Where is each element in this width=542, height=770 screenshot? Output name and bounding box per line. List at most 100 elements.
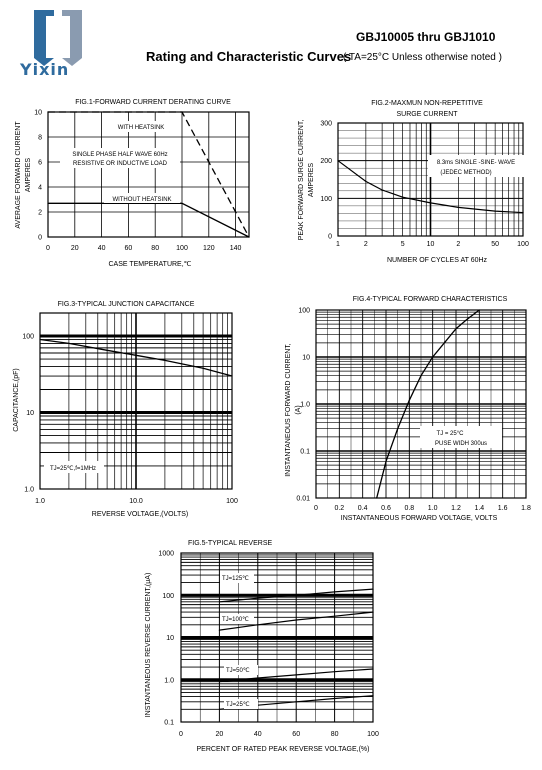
fig5-series-label-bg	[224, 699, 258, 709]
fig4-xtick-label: 1.6	[498, 505, 508, 512]
fig2-xtick-label: 2	[456, 241, 460, 248]
fig4-ylabel: INSTANTANEOUS FORWARD CURRENT,	[285, 343, 292, 477]
fig5-plot-frame	[180, 552, 374, 723]
fig3-ylabel: CAPACITANCE,(pF)	[13, 368, 20, 432]
fig4-xtick-label: 1.0	[428, 505, 438, 512]
fig5-ylabel: INSTANTANEOUS REVERSE CURRENT,(μA)	[145, 573, 152, 718]
fig2-series-0-point	[457, 206, 459, 208]
fig1-ylabel: AVERAGE FORWARD CURRENT	[15, 121, 22, 229]
fig5-ytick-label: 0.1	[164, 720, 174, 727]
fig2-xtick-label: 5	[401, 241, 405, 248]
fig2-plot-frame	[337, 122, 524, 237]
fig4-series-0-point	[455, 328, 457, 330]
fig2-series-0-point	[494, 210, 496, 212]
fig1-annotation-load-1: SINGLE PHASE HALF WAVE 60Hz	[72, 152, 167, 158]
fig5-ytick-label: 1.0	[164, 677, 174, 684]
fig5-series-1-point	[218, 629, 220, 631]
fig4-xtick-label: 1.2	[451, 505, 461, 512]
fig2-ytick-label: 200	[320, 158, 332, 165]
fig5-ytick-label: 100	[162, 593, 174, 600]
fig3-xtick-label: 1.0	[35, 498, 45, 505]
fig2-ylabel: PEAK FORWARD SURGE CURRENT,	[298, 120, 305, 241]
fig1-series-0-point	[181, 111, 183, 113]
fig5-series-0-point	[295, 594, 297, 596]
fig2-series-0-point	[381, 189, 383, 191]
fig3-ytick-label: 1.0	[24, 487, 34, 494]
fig1-ylabel: AMPERES	[25, 158, 32, 193]
fig3-series-0-point	[231, 375, 233, 377]
fig1-xtick-label: 120	[203, 245, 215, 252]
fig4-series-0-point	[397, 428, 399, 430]
fig2-ytick-label: 0	[328, 234, 332, 241]
fig1-xtick-label: 80	[151, 245, 159, 252]
fig1-series-0-point	[47, 111, 49, 113]
fig2-title: FIG.2-MAXMUN NON-REPETITIVE	[371, 100, 483, 107]
fig5-ytick-label: 10	[166, 635, 174, 642]
fig1-series-1-point	[47, 202, 49, 204]
fig5-series-1-label: TJ=100℃	[222, 617, 249, 623]
fig5-series-label-bg	[224, 665, 258, 675]
fig2-xtick-label: 50	[491, 241, 499, 248]
fig5-series-0-label: TJ=125℃	[222, 576, 249, 582]
fig4-series-0-point	[420, 375, 422, 377]
fig3-series-0-point	[39, 338, 41, 341]
fig1-annotation-bg	[104, 193, 180, 203]
fig4-annotation-pulse: PUSE WIDH 300us	[435, 441, 487, 447]
part-range: GBJ10005 thru GBJ1010	[356, 30, 496, 44]
curves-condition: ( TA=25°C Unless otherwise noted )	[343, 52, 502, 63]
fig1-annotation-without-heatsink: WITHOUT HEATSINK	[112, 197, 171, 203]
fig3-annotation-condition: TJ=25℃,f=1MHz	[50, 466, 96, 472]
fig5-series-2-point	[218, 681, 220, 683]
fig4-xtick-label: 0	[314, 505, 318, 512]
fig2-ytick-label: 300	[320, 121, 332, 128]
fig3-annotation-bg	[44, 461, 104, 473]
fig1-annotation-bg	[104, 121, 178, 132]
fig5-series-0-point	[257, 597, 259, 599]
fig4-series-0-line	[376, 309, 480, 499]
fig5-series-2-label: TJ=50℃	[226, 668, 250, 674]
fig5-series-label-bg	[220, 573, 254, 583]
fig5-ytick-label: 1000	[158, 551, 174, 558]
fig4-annotation-temp: TJ = 25°C	[437, 431, 465, 437]
fig4-ylabel: (A)	[295, 405, 302, 414]
fig1-annotation-with-heatsink: WITH HEATSINK	[118, 125, 165, 131]
fig5-series-1-point	[334, 615, 336, 617]
fig2-annotation-wave: 8.3ms SINGLE -SINE- WAVE	[437, 160, 515, 166]
fig1-ytick-label: 4	[38, 185, 42, 192]
fig1-ytick-label: 6	[38, 160, 42, 167]
fig4-xtick-label: 0.6	[381, 505, 391, 512]
fig4-ytick-label: 1.0	[300, 402, 310, 409]
fig3-series-0-point	[135, 354, 137, 356]
fig2-series-0-point	[429, 202, 432, 204]
fig4-series-0-point	[376, 497, 378, 499]
fig5-series-1-point	[372, 611, 374, 613]
fig2-ylabel: AMPERES	[308, 163, 315, 198]
fig5-xtick-label: 80	[331, 731, 339, 738]
fig4-series-0-point	[443, 342, 445, 344]
fig1-xtick-label: 100	[176, 245, 188, 252]
fig1-xtick-label: 20	[71, 245, 79, 252]
fig3-series-0-point	[202, 367, 204, 369]
fig5-series-2-point	[257, 677, 259, 679]
fig4-ytick-label: 100	[298, 308, 310, 315]
fig4-xtick-label: 0.8	[404, 505, 414, 512]
fig5-series-0-point	[334, 591, 336, 593]
fig3-ytick-label: 10	[26, 410, 34, 417]
fig2-series-0-point	[337, 160, 339, 162]
fig2-series-0-line	[337, 160, 524, 214]
fig1-ytick-label: 2	[38, 210, 42, 217]
fig1-annotation-load-2: RESISTIVE OR INDUCTIVE LOAD	[73, 161, 168, 167]
fig3-plot-frame	[39, 312, 233, 490]
brand-name: Yixin	[20, 60, 70, 79]
fig1-xtick-label: 140	[230, 245, 242, 252]
fig4-series-0-point	[467, 318, 469, 320]
fig5-series-3-point	[334, 697, 336, 700]
fig3-title: FIG.3-TYPICAL JUNCTION CAPACITANCE	[58, 301, 195, 308]
fig3-xlabel: REVERSE VOLTAGE,(VOLTS)	[92, 511, 188, 518]
fig5-xtick-label: 100	[367, 731, 379, 738]
fig4-ytick-label: 0.1	[300, 449, 310, 456]
fig2-series-0-point	[402, 196, 404, 198]
fig5-title: FIG.5-TYPICAL REVERSE	[188, 540, 272, 547]
fig5-series-1-point	[257, 624, 259, 626]
fig5-series-3-point	[218, 708, 220, 710]
